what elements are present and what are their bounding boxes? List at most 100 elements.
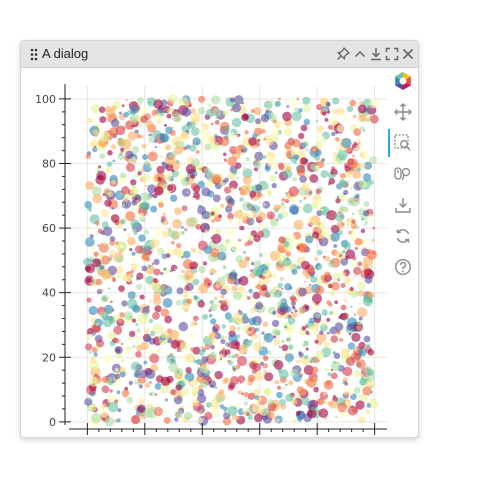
scatter-point <box>317 134 325 143</box>
maximize-icon[interactable] <box>384 46 400 62</box>
scatter-point <box>109 389 113 393</box>
scatter-point <box>138 212 144 218</box>
scatter-point <box>210 318 217 325</box>
scatter-point <box>291 311 293 314</box>
scatter-point <box>298 132 305 140</box>
scatter-point <box>101 289 104 292</box>
scatter-point <box>370 265 374 269</box>
save-icon[interactable] <box>393 195 413 215</box>
scatter-point <box>254 327 259 332</box>
scatter-point <box>127 315 133 321</box>
scatter-point <box>109 236 116 242</box>
scatter-point <box>204 411 213 421</box>
scatter-point <box>120 172 127 179</box>
box-zoom-icon[interactable] <box>393 133 413 153</box>
scatter-point <box>298 243 308 253</box>
scatter-point <box>271 273 277 279</box>
scatter-point <box>86 116 95 125</box>
scatter-point <box>137 314 148 325</box>
bokeh-logo-icon[interactable] <box>393 71 413 91</box>
scatter-point <box>326 331 330 335</box>
reset-icon[interactable] <box>393 226 413 246</box>
scatter-point <box>292 305 295 308</box>
scatter-point <box>352 212 355 216</box>
scatter-point <box>284 353 289 357</box>
scatter-point <box>315 285 325 295</box>
scatter-point <box>341 137 352 149</box>
scatter-point <box>343 189 349 195</box>
scatter-point <box>83 257 93 267</box>
scatter-point <box>103 353 114 364</box>
scatter-point <box>212 107 222 117</box>
scatter-point <box>274 251 278 254</box>
close-icon[interactable] <box>400 46 416 62</box>
scatter-point <box>275 261 280 266</box>
scatter-point <box>316 104 323 111</box>
scatter-point <box>263 370 267 374</box>
scatter-point <box>116 390 121 395</box>
scatter-point <box>255 118 261 125</box>
scatter-point <box>301 325 307 331</box>
scatter-point <box>291 293 295 297</box>
scatter-point <box>354 246 358 251</box>
scatter-point <box>356 359 366 369</box>
scatter-point <box>180 225 184 229</box>
scatter-point <box>232 291 242 301</box>
scatter-point <box>259 209 263 212</box>
scatter-point <box>221 347 226 352</box>
scatter-point <box>363 263 369 269</box>
scatter-point <box>204 143 212 151</box>
scatter-point <box>130 269 135 274</box>
scatter-point <box>273 204 280 212</box>
scatter-point <box>107 401 119 413</box>
scatter-point <box>337 402 347 413</box>
scatter-point <box>323 341 330 348</box>
scatter-point <box>285 166 292 172</box>
scatter-point <box>253 341 263 352</box>
wheel-zoom-icon[interactable] <box>393 164 413 184</box>
scatter-point <box>349 289 357 297</box>
scatter-point <box>246 340 253 347</box>
scatter-point <box>289 97 298 107</box>
scatter-point <box>278 97 281 101</box>
scatter-point <box>248 317 257 326</box>
scatter-point <box>191 387 199 395</box>
scatter-point <box>342 241 352 250</box>
pan-icon[interactable] <box>393 102 413 122</box>
scatter-point <box>248 288 253 293</box>
scatter-point <box>213 296 218 300</box>
scatter-point <box>257 230 265 238</box>
scatter-point <box>355 225 360 230</box>
scatter-point <box>263 355 269 361</box>
scatter-point <box>128 380 134 386</box>
scatter-point <box>267 399 274 406</box>
scatter-point <box>283 156 287 159</box>
scatter-point <box>320 320 327 327</box>
scatter-point <box>142 306 150 315</box>
dialog-titlebar[interactable]: A dialog <box>21 41 418 68</box>
scatter-point <box>308 317 315 324</box>
collapse-icon[interactable] <box>352 46 368 62</box>
help-icon[interactable] <box>393 257 413 277</box>
scatter-point <box>347 180 350 183</box>
scatter-point <box>340 173 346 179</box>
scatter-point <box>184 228 188 232</box>
scatter-point <box>317 359 320 363</box>
scatter-point <box>355 168 358 171</box>
scatter-point <box>243 371 247 375</box>
scatter-point <box>132 184 136 188</box>
scatter-point <box>309 156 312 159</box>
drag-handle-icon[interactable] <box>30 48 38 61</box>
scatter-point <box>313 148 316 152</box>
scatter-plot[interactable]: 020406080100020406080100 <box>21 68 387 438</box>
scatter-point <box>363 201 370 208</box>
scatter-point <box>127 336 133 341</box>
download-icon[interactable] <box>368 46 384 62</box>
scatter-point <box>163 198 166 201</box>
scatter-point <box>135 323 139 326</box>
scatter-point <box>183 290 188 295</box>
scatter-point <box>100 132 111 143</box>
pin-icon[interactable] <box>335 46 351 62</box>
scatter-point <box>259 268 262 271</box>
scatter-point <box>118 361 121 365</box>
